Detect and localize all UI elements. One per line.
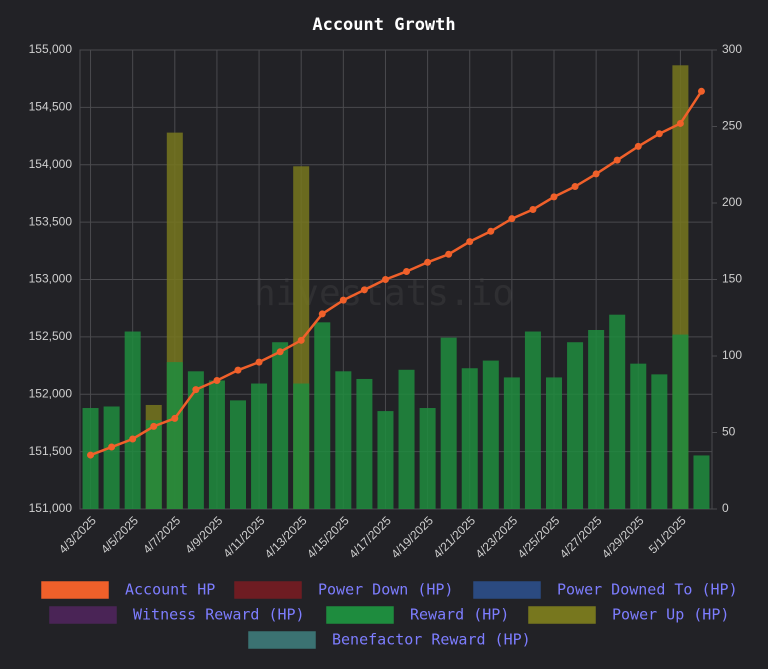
y2-tick-label: 250	[722, 119, 742, 133]
legend-label[interactable]: Account HP	[125, 581, 215, 599]
point	[339, 296, 347, 304]
y-tick-label: 152,000	[29, 386, 73, 400]
point	[150, 422, 158, 430]
y-tick-label: 153,000	[29, 272, 73, 286]
point	[360, 286, 368, 294]
bar	[440, 337, 457, 509]
point	[676, 119, 684, 127]
bar	[672, 334, 689, 509]
y-tick-label: 154,000	[29, 157, 73, 171]
point	[697, 87, 705, 95]
legend-swatch	[41, 581, 109, 599]
bar	[124, 331, 141, 509]
bar	[482, 360, 499, 509]
bar	[187, 371, 204, 509]
legend-label[interactable]: Power Downed To (HP)	[557, 581, 738, 599]
point	[613, 156, 621, 164]
point	[403, 267, 411, 275]
point	[655, 130, 663, 138]
bar	[251, 383, 268, 509]
point	[171, 414, 179, 422]
y2-tick-label: 0	[722, 501, 729, 515]
bar	[229, 400, 247, 509]
point	[424, 258, 432, 266]
bar	[609, 314, 626, 509]
y2-tick-label: 150	[722, 272, 742, 286]
legend-label[interactable]: Power Down (HP)	[318, 581, 453, 599]
y-tick-label: 151,000	[29, 501, 73, 515]
y2-tick-label: 300	[722, 42, 742, 56]
legend-swatch	[234, 581, 302, 599]
y-tick-label: 151,500	[29, 444, 73, 458]
point	[129, 435, 137, 443]
point	[445, 250, 453, 258]
legend-swatch	[248, 631, 316, 649]
bar	[693, 455, 710, 509]
point	[466, 238, 474, 246]
bar	[545, 377, 563, 509]
legend-swatch	[473, 581, 541, 599]
y-tick-label: 152,500	[29, 329, 73, 343]
point	[87, 451, 95, 459]
legend-swatch	[326, 606, 394, 624]
point	[529, 206, 537, 214]
bar	[166, 362, 183, 509]
bar	[293, 383, 310, 509]
point	[234, 366, 242, 374]
bar	[398, 369, 415, 509]
bar	[651, 374, 668, 509]
bar	[335, 371, 352, 509]
bar	[145, 420, 162, 509]
bar	[314, 322, 331, 509]
legend-swatch	[49, 606, 117, 624]
y-tick-label: 153,500	[29, 214, 73, 228]
bar	[503, 377, 520, 509]
legend-label[interactable]: Witness Reward (HP)	[133, 606, 305, 624]
legend-label[interactable]: Power Up (HP)	[612, 606, 729, 624]
chart-title: Account Growth	[312, 15, 455, 35]
bar	[356, 378, 373, 509]
point	[508, 215, 516, 223]
bar	[103, 406, 120, 509]
point	[381, 276, 389, 283]
legend-label[interactable]: Reward (HP)	[410, 606, 509, 624]
bar	[208, 380, 225, 509]
point	[592, 170, 600, 178]
bar	[272, 342, 289, 509]
point	[550, 193, 558, 201]
y2-tick-label: 50	[722, 425, 736, 439]
y2-tick-label: 200	[722, 195, 742, 209]
point	[571, 183, 579, 191]
point	[276, 348, 284, 356]
point	[318, 310, 326, 318]
point	[108, 443, 116, 451]
y2-tick-label: 100	[722, 348, 742, 362]
bar	[588, 329, 605, 509]
bar	[419, 408, 436, 509]
point	[213, 376, 221, 384]
bar	[461, 368, 478, 509]
legend-label[interactable]: Benefactor Reward (HP)	[332, 631, 531, 649]
bar	[630, 363, 647, 509]
bar	[524, 331, 541, 509]
line	[90, 90, 703, 457]
y-tick-label: 155,000	[29, 42, 73, 56]
point	[634, 142, 642, 150]
plot-frame	[79, 49, 713, 510]
bar	[567, 342, 584, 509]
point	[192, 386, 200, 394]
legend-swatch	[528, 606, 596, 624]
point	[297, 336, 305, 344]
bar	[377, 411, 394, 509]
point	[487, 227, 495, 235]
y-tick-label: 154,500	[29, 100, 73, 114]
point	[255, 358, 263, 366]
